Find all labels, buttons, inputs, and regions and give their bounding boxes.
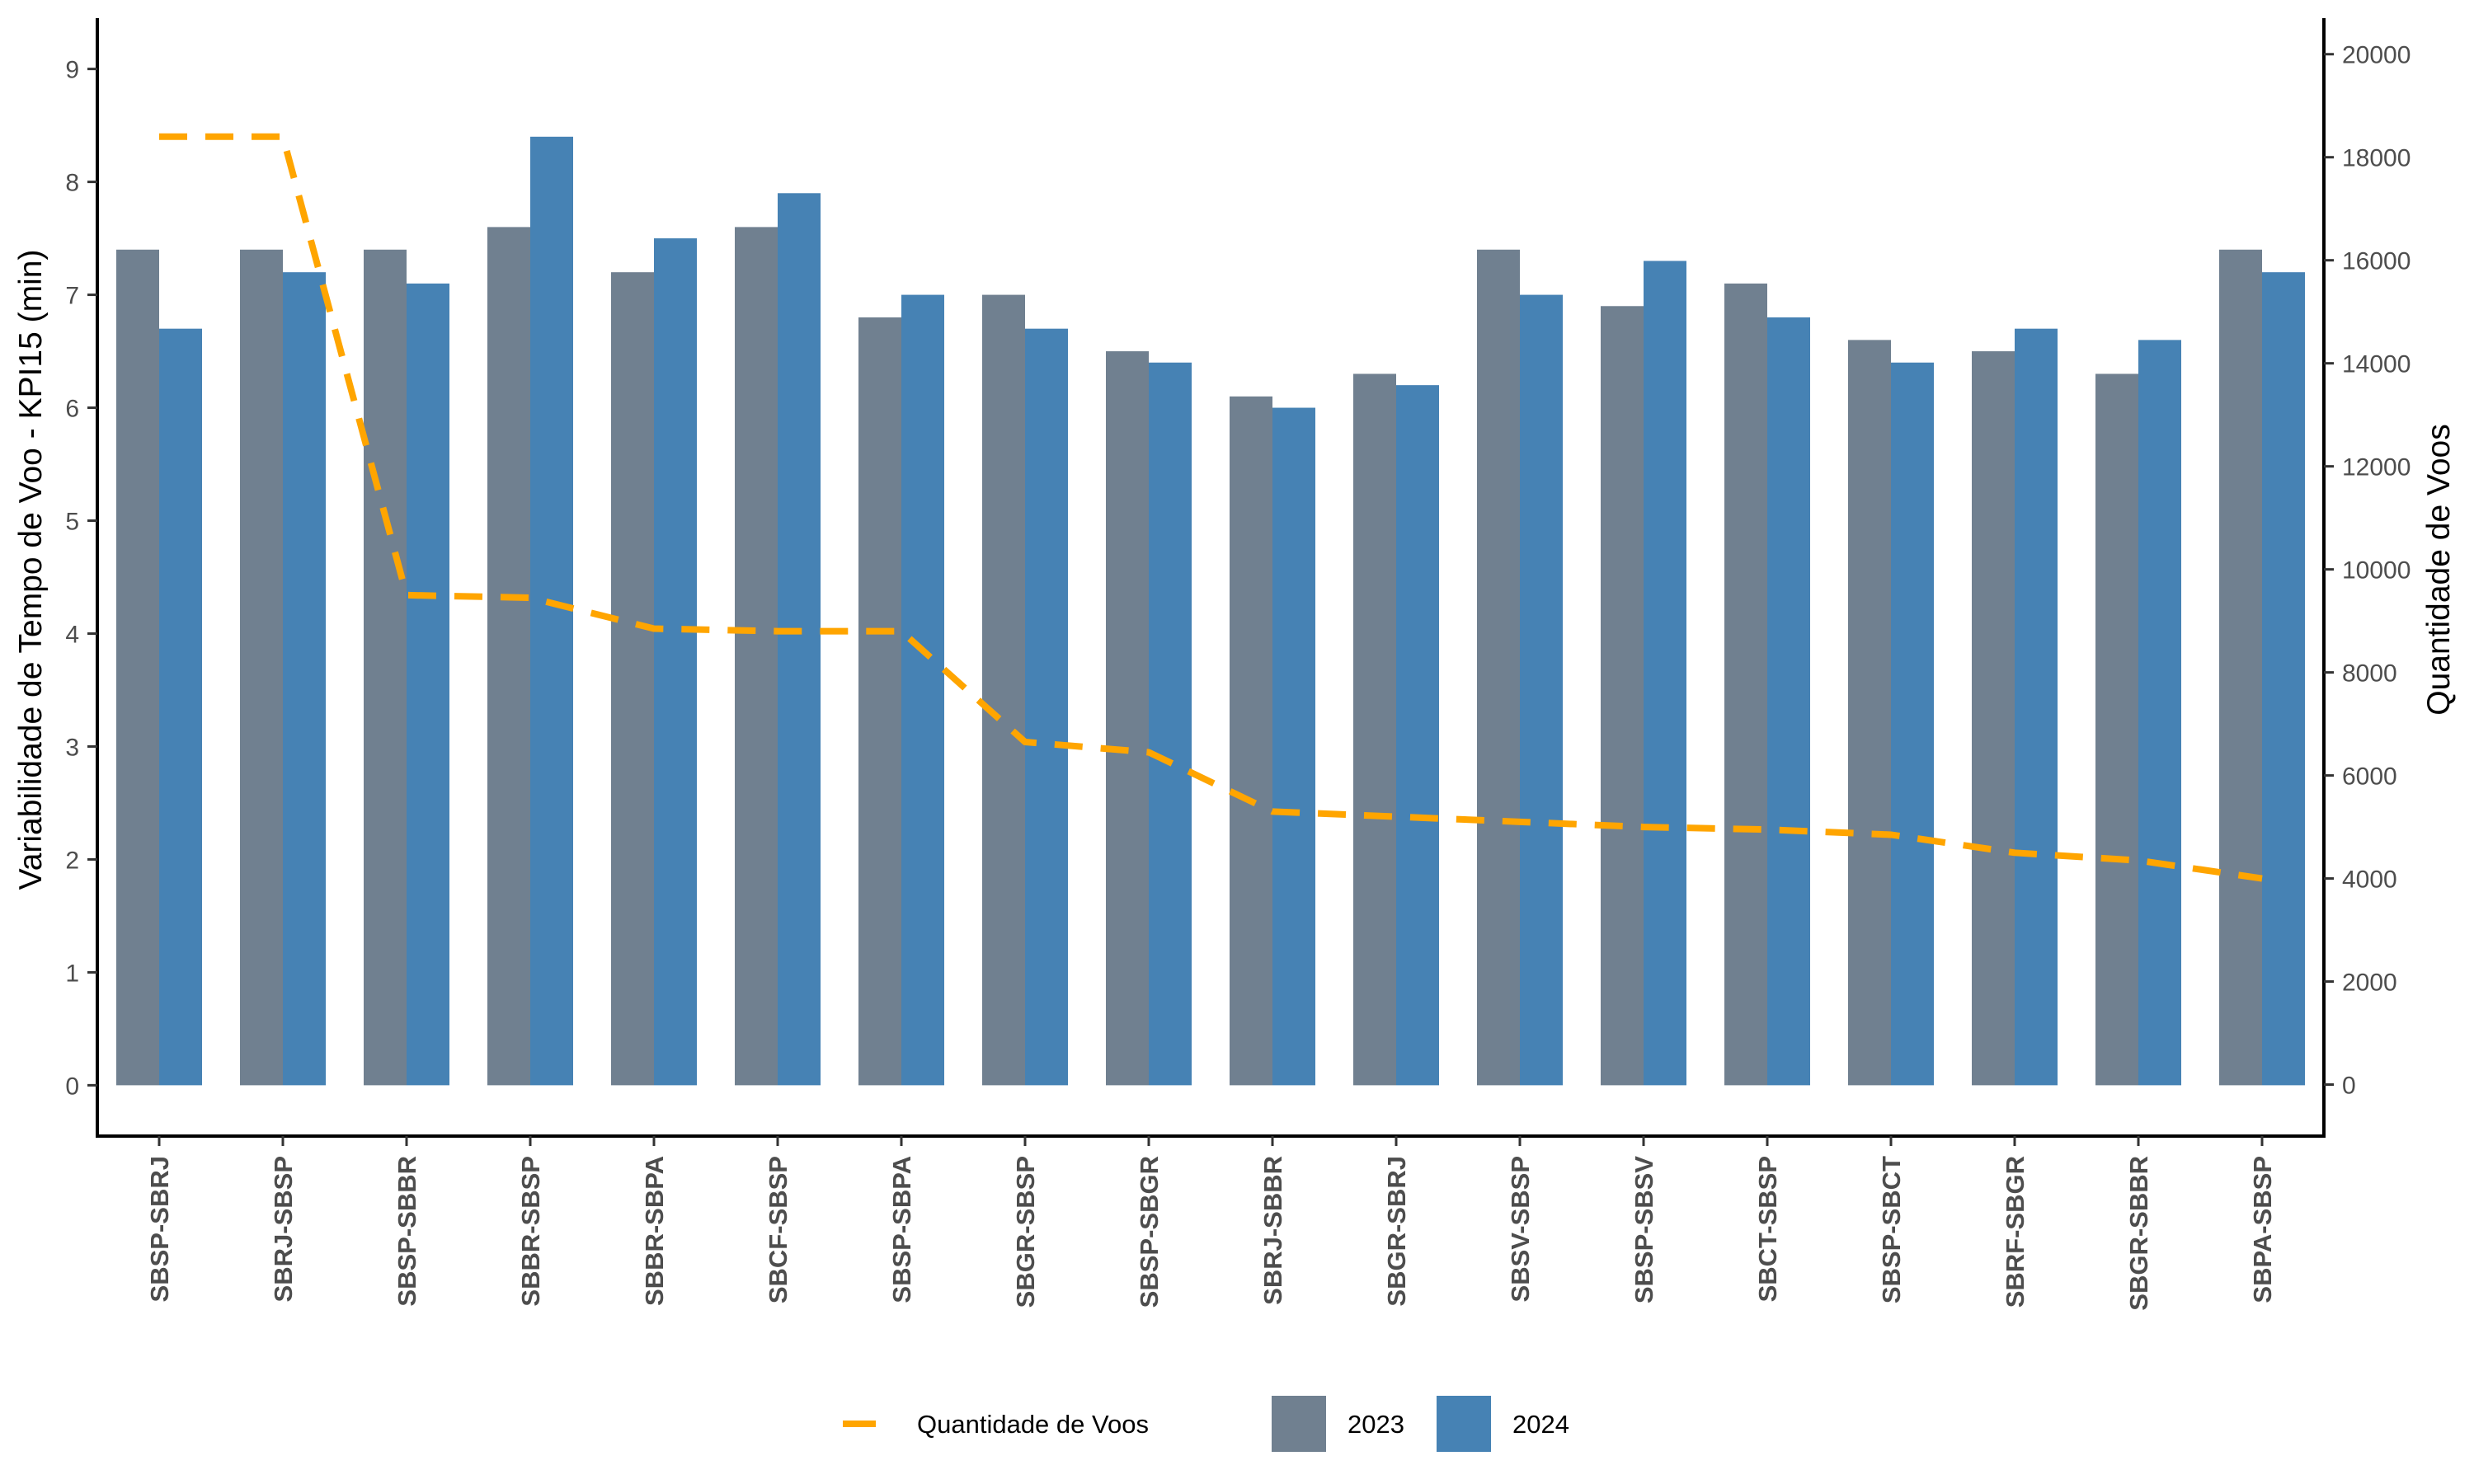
right-tick-label: 6000 xyxy=(2342,763,2397,791)
bar-2024-sbsp-sbsv xyxy=(1644,261,1686,1086)
bar-2024-sbsp-sbct xyxy=(1891,362,1934,1086)
bar-2024-sbsv-sbsp xyxy=(1520,294,1563,1086)
right-tick-label: 14000 xyxy=(2342,351,2411,378)
bar-2024-sbsp-sbgr xyxy=(1149,362,1192,1086)
bar-2023-sbsp-sbrj xyxy=(116,249,159,1086)
bar-2024-sbsp-sbpa xyxy=(901,294,944,1086)
right-tick-label: 16000 xyxy=(2342,248,2411,275)
x-tick-label-sbgr-sbbr: SBGR-SBBR xyxy=(2124,1156,2153,1311)
x-tick-label-sbbr-sbsp: SBBR-SBSP xyxy=(516,1156,545,1307)
bar-2024-sbsp-sbrj xyxy=(159,328,202,1086)
bar-2023-sbgr-sbsp xyxy=(982,294,1025,1086)
legend-label-2023: 2023 xyxy=(1348,1410,1404,1439)
left-tick-label: 4 xyxy=(65,621,79,648)
line-layer xyxy=(159,133,2263,882)
bar-2024-sbbr-sbsp xyxy=(530,136,573,1086)
right-tick-label: 0 xyxy=(2342,1073,2356,1100)
quantidade-de-voos-line xyxy=(159,133,2263,882)
x-ticks: SBSP-SBRJ SBRJ-SBSP SBSP-SBBR SBBR-SBSP SBBR… xyxy=(145,1136,2277,1311)
axes-layer xyxy=(96,18,2326,1138)
bar-2023-sbrj-sbsp xyxy=(240,249,283,1086)
x-tick-label-sbsp-sbbr: SBSP-SBBR xyxy=(393,1156,421,1307)
x-tick-label-sbsp-sbpa: SBSP-SBPA xyxy=(887,1156,916,1303)
bar-2024-sbgr-sbbr xyxy=(2138,340,2181,1086)
x-tick-label-sbrj-sbsp: SBRJ-SBSP xyxy=(269,1156,298,1302)
bar-2023-sbsp-sbbr xyxy=(364,249,407,1086)
right-ticks: 0 2000 4000 6000 8000 10000 12000 14000 16000 180… xyxy=(2324,42,2411,1100)
x-tick-label-sbsp-sbrj: SBSP-SBRJ xyxy=(145,1156,174,1302)
bar-2024-sbrj-sbsp xyxy=(283,272,326,1086)
x-tick-label-sbsp-sbgr: SBSP-SBGR xyxy=(1135,1156,1164,1308)
left-tick-label: 2 xyxy=(65,847,79,874)
legend-label-2024: 2024 xyxy=(1512,1410,1569,1439)
bar-2024-sbsp-sbbr xyxy=(407,283,449,1086)
legend-swatch-2024 xyxy=(1437,1396,1491,1452)
right-tick-label: 18000 xyxy=(2342,145,2411,172)
right-tick-label: 12000 xyxy=(2342,454,2411,481)
left-tick-label: 6 xyxy=(65,396,79,423)
legend-swatch-2023 xyxy=(1272,1396,1326,1452)
bar-2023-sbgr-sbbr xyxy=(2095,373,2138,1086)
left-tick-label: 3 xyxy=(65,734,79,761)
x-tick-label-sbct-sbsp: SBCT-SBSP xyxy=(1753,1156,1782,1302)
y-axis-title: Variabilidade de Tempo de Voo - KPI15 (m… xyxy=(13,250,49,890)
left-tick-label: 9 xyxy=(65,57,79,84)
bar-2024-sbcf-sbsp xyxy=(778,193,821,1086)
right-tick-label: 10000 xyxy=(2342,557,2411,585)
bar-2023-sbsp-sbgr xyxy=(1106,351,1149,1086)
bar-2023-sbct-sbsp xyxy=(1724,283,1767,1086)
x-tick-label-sbrf-sbgr: SBRF-SBGR xyxy=(2001,1156,2030,1308)
bar-2023-sbrf-sbgr xyxy=(1972,351,2015,1086)
bar-2024-sbrf-sbgr xyxy=(2015,328,2058,1086)
right-tick-label: 8000 xyxy=(2342,660,2397,688)
bar-2023-sbsp-sbsv xyxy=(1601,306,1644,1086)
bar-2023-sbbr-sbpa xyxy=(611,272,654,1086)
bar-2024-sbrj-sbbr xyxy=(1272,407,1315,1086)
bar-2023-sbpa-sbsp xyxy=(2219,249,2262,1086)
bar-2024-sbgr-sbrj xyxy=(1396,385,1439,1086)
left-tick-label: 7 xyxy=(65,283,79,310)
x-tick-label-sbpa-sbsp: SBPA-SBSP xyxy=(2248,1156,2277,1303)
bar-2023-sbgr-sbrj xyxy=(1353,373,1396,1086)
bar-2024-sbgr-sbsp xyxy=(1025,328,1068,1086)
right-tick-label: 20000 xyxy=(2342,42,2411,69)
left-tick-label: 8 xyxy=(65,170,79,197)
bar-2023-sbbr-sbsp xyxy=(487,227,530,1086)
x-tick-label-sbcf-sbsp: SBCF-SBSP xyxy=(764,1156,793,1303)
x-tick-label-sbsp-sbsv: SBSP-SBSV xyxy=(1630,1156,1658,1303)
legend-label-quantidade-de-voos: Quantidade de Voos xyxy=(917,1410,1149,1439)
right-tick-label: 2000 xyxy=(2342,970,2397,997)
left-tick-label: 5 xyxy=(65,509,79,536)
bar-2024-sbbr-sbpa xyxy=(654,238,697,1086)
bar-2024-sbpa-sbsp xyxy=(2262,272,2305,1086)
bar-2023-sbsp-sbpa xyxy=(858,317,901,1086)
left-tick-label: 1 xyxy=(65,960,79,987)
x-tick-label-sbsp-sbct: SBSP-SBCT xyxy=(1877,1156,1906,1303)
x-tick-label-sbrj-sbbr: SBRJ-SBBR xyxy=(1258,1156,1287,1305)
right-tick-label: 4000 xyxy=(2342,866,2397,894)
x-tick-label-sbbr-sbpa: SBBR-SBPA xyxy=(640,1156,669,1306)
bar-2023-sbsp-sbct xyxy=(1848,340,1891,1086)
left-ticks: 0 1 2 3 4 5 6 7 8 9 xyxy=(65,57,97,1100)
x-tick-label-sbgr-sbrj: SBGR-SBRJ xyxy=(1382,1156,1411,1307)
bar-2024-sbct-sbsp xyxy=(1767,317,1810,1086)
bar-2023-sbsv-sbsp xyxy=(1477,249,1520,1086)
left-tick-label: 0 xyxy=(65,1073,79,1100)
x-tick-label-sbgr-sbsp: SBGR-SBSP xyxy=(1011,1156,1040,1308)
y2-axis-title: Quantidade de Voos xyxy=(2421,424,2457,715)
bar-2023-sbcf-sbsp xyxy=(735,227,778,1086)
bars-layer xyxy=(116,136,2305,1086)
bar-2023-sbrj-sbbr xyxy=(1230,396,1272,1086)
legend: Quantidade de Voos 2023 2024 xyxy=(843,1396,1569,1452)
x-tick-label-sbsv-sbsp: SBSV-SBSP xyxy=(1506,1156,1535,1302)
